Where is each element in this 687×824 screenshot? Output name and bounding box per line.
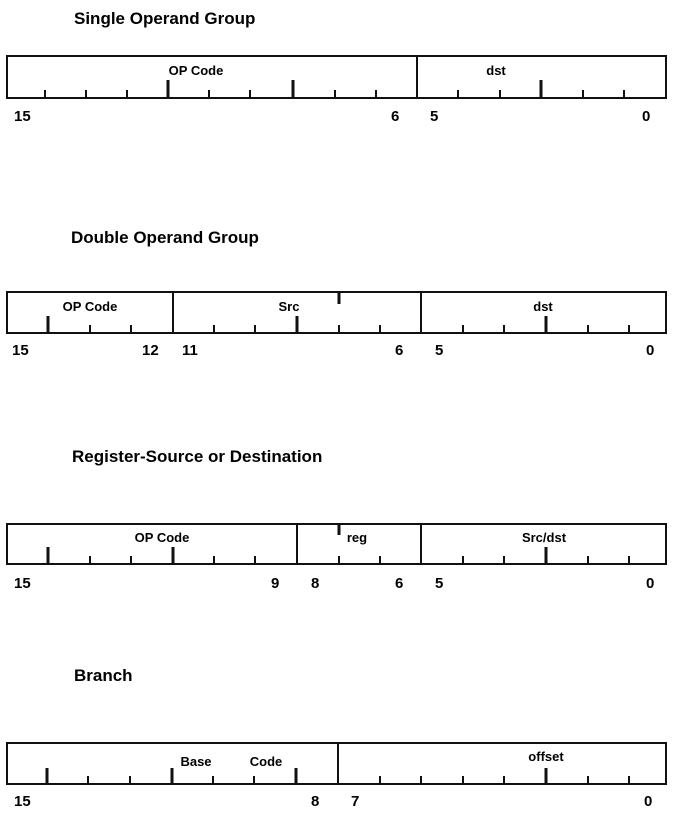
code-field-label: Code bbox=[250, 754, 283, 769]
bit-number-5: 5 bbox=[430, 108, 438, 125]
bit-number-0: 0 bbox=[646, 342, 654, 359]
bit-number-5: 5 bbox=[435, 575, 443, 592]
register-source-destination-group: Register-Source or Destination OP Code r… bbox=[6, 447, 667, 592]
offset-field-label: offset bbox=[528, 749, 564, 764]
opcode-field-label: OP Code bbox=[63, 299, 118, 314]
opcode-field-label: OP Code bbox=[169, 63, 224, 78]
bit-number-5: 5 bbox=[435, 342, 443, 359]
double-operand-group: Double Operand Group OP Code Src dst 15 … bbox=[6, 228, 667, 359]
bit-number-11: 11 bbox=[182, 342, 198, 359]
bit-number-6: 6 bbox=[395, 342, 403, 359]
bit-number-9: 9 bbox=[271, 575, 279, 592]
bit-ticks bbox=[46, 292, 630, 333]
src-dst-field-label: Src/dst bbox=[522, 530, 567, 545]
bit-ticks bbox=[44, 80, 625, 98]
bit-number-7: 7 bbox=[351, 793, 359, 810]
src-field-label: Src bbox=[279, 299, 300, 314]
instruction-word-box bbox=[6, 742, 667, 785]
bit-number-12: 12 bbox=[142, 342, 159, 359]
opcode-field-label: OP Code bbox=[135, 530, 190, 545]
base-field-label: Base bbox=[180, 754, 211, 769]
instruction-word-box bbox=[6, 523, 667, 565]
dst-field-label: dst bbox=[486, 63, 506, 78]
bit-number-0: 0 bbox=[644, 793, 652, 810]
bit-number-15: 15 bbox=[14, 575, 31, 592]
instruction-word-box bbox=[6, 291, 667, 334]
bit-number-0: 0 bbox=[646, 575, 654, 592]
bit-number-8: 8 bbox=[311, 575, 319, 592]
group-title: Register-Source or Destination bbox=[72, 447, 322, 466]
instruction-word-box bbox=[6, 55, 667, 99]
dst-field-label: dst bbox=[533, 299, 553, 314]
bit-number-6: 6 bbox=[395, 575, 403, 592]
bit-number-15: 15 bbox=[14, 793, 31, 810]
bit-ticks bbox=[45, 768, 630, 784]
group-title: Branch bbox=[74, 666, 133, 685]
branch-group: Branch Base Code offset 15 8 7 0 bbox=[6, 666, 667, 810]
group-title: Single Operand Group bbox=[74, 9, 255, 28]
bit-number-15: 15 bbox=[12, 342, 29, 359]
reg-field-label: reg bbox=[347, 530, 367, 545]
bit-number-0: 0 bbox=[642, 108, 650, 125]
bit-number-15: 15 bbox=[14, 108, 31, 125]
bit-number-6: 6 bbox=[391, 108, 399, 125]
bit-ticks bbox=[46, 524, 630, 564]
bit-number-8: 8 bbox=[311, 793, 319, 810]
group-title: Double Operand Group bbox=[71, 228, 259, 247]
single-operand-group: Single Operand Group OP Code dst 15 6 5 … bbox=[6, 9, 667, 125]
